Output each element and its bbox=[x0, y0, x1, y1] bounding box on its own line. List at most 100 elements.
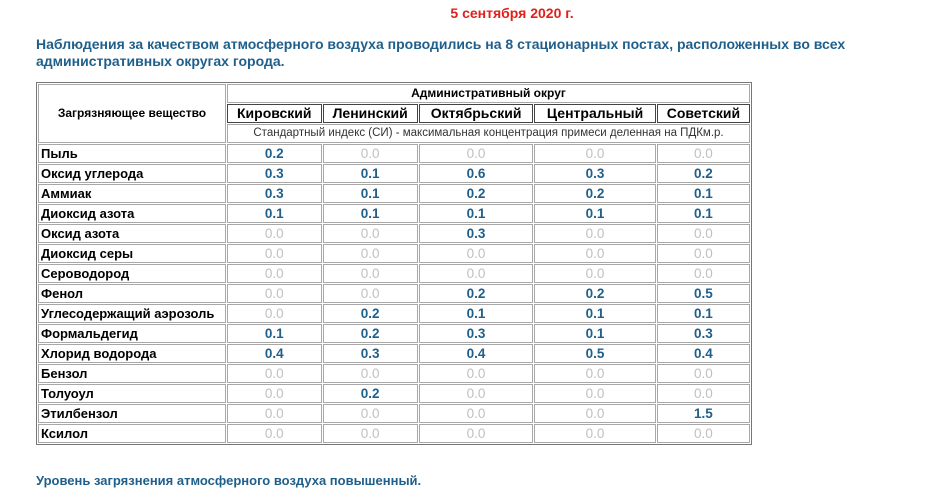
index-value: 0.2 bbox=[656, 164, 750, 183]
substance-name: Формальдегид bbox=[38, 324, 226, 343]
index-value: 0.0 bbox=[534, 364, 656, 383]
index-value: 0.0 bbox=[418, 384, 534, 403]
index-value: 0.1 bbox=[534, 324, 656, 343]
index-value: 0.3 bbox=[227, 184, 322, 203]
district-header: Октябрьский bbox=[418, 104, 534, 123]
index-value: 0.0 bbox=[418, 264, 534, 283]
substance-name: Пыль bbox=[38, 144, 226, 163]
index-value: 0.0 bbox=[227, 244, 322, 263]
index-value: 0.6 bbox=[418, 164, 534, 183]
index-value: 0.0 bbox=[534, 404, 656, 423]
index-value: 0.0 bbox=[322, 404, 418, 423]
index-value: 0.0 bbox=[227, 224, 322, 243]
index-value: 0.0 bbox=[322, 364, 418, 383]
index-value: 0.0 bbox=[227, 264, 322, 283]
substance-name: Фенол bbox=[38, 284, 226, 303]
index-value: 0.1 bbox=[227, 324, 322, 343]
district-header: Кировский bbox=[227, 104, 322, 123]
index-value: 0.0 bbox=[656, 244, 750, 263]
index-value: 0.2 bbox=[534, 284, 656, 303]
index-value: 0.0 bbox=[418, 364, 534, 383]
index-value: 0.5 bbox=[656, 284, 750, 303]
table-row: Углесодержащий аэрозоль 0.0 0.2 0.1 0.1 0.1 bbox=[38, 304, 750, 323]
index-value: 0.5 bbox=[534, 344, 656, 363]
index-value: 0.2 bbox=[227, 144, 322, 163]
index-value: 0.3 bbox=[418, 324, 534, 343]
index-value: 0.4 bbox=[418, 344, 534, 363]
index-definition-note: Стандартный индекс (СИ) - максимальная к… bbox=[227, 124, 750, 143]
index-value: 0.2 bbox=[418, 184, 534, 203]
table-body: Пыль 0.2 0.0 0.0 0.0 0.0 Оксид углерода 0.3 0.1 0… bbox=[38, 144, 750, 443]
table-row: Этилбензол 0.0 0.0 0.0 0.0 1.5 bbox=[38, 404, 750, 423]
table-row: Диоксид серы 0.0 0.0 0.0 0.0 0.0 bbox=[38, 244, 750, 263]
table-row: Аммиак 0.3 0.1 0.2 0.2 0.1 bbox=[38, 184, 750, 203]
air-quality-table: Загрязняющее вещество Административный о… bbox=[36, 82, 752, 445]
table-row: Бензол 0.0 0.0 0.0 0.0 0.0 bbox=[38, 364, 750, 383]
district-group-header: Административный округ bbox=[227, 84, 750, 103]
table-row: Диоксид азота 0.1 0.1 0.1 0.1 0.1 bbox=[38, 204, 750, 223]
index-value: 0.3 bbox=[656, 324, 750, 343]
index-value: 0.0 bbox=[322, 264, 418, 283]
table-row: Хлорид водорода 0.4 0.3 0.4 0.5 0.4 bbox=[38, 344, 750, 363]
index-value: 0.2 bbox=[418, 284, 534, 303]
table-row: Оксид углерода 0.3 0.1 0.6 0.3 0.2 bbox=[38, 164, 750, 183]
index-value: 0.0 bbox=[534, 384, 656, 403]
pollution-level-summary: Уровень загрязнения атмосферного воздуха… bbox=[36, 473, 422, 488]
district-header-row: Кировский Ленинский Октябрьский Централь… bbox=[38, 104, 750, 123]
report-date: 5 сентября 2020 г. bbox=[450, 5, 574, 21]
index-value: 0.0 bbox=[418, 424, 534, 443]
index-value: 0.2 bbox=[322, 384, 418, 403]
index-value: 0.3 bbox=[418, 224, 534, 243]
index-value: 0.0 bbox=[322, 144, 418, 163]
index-value: 0.1 bbox=[227, 204, 322, 223]
district-header: Центральный bbox=[534, 104, 656, 123]
index-value: 0.0 bbox=[656, 264, 750, 283]
index-value: 0.0 bbox=[227, 304, 322, 323]
intro-text: Наблюдения за качеством атмосферного воз… bbox=[36, 36, 846, 69]
substance-name: Этилбензол bbox=[38, 404, 226, 423]
index-value: 0.1 bbox=[322, 164, 418, 183]
index-value: 0.0 bbox=[227, 404, 322, 423]
index-value: 0.1 bbox=[534, 304, 656, 323]
table-row: Ксилол 0.0 0.0 0.0 0.0 0.0 bbox=[38, 424, 750, 443]
index-value: 0.2 bbox=[322, 304, 418, 323]
index-value: 0.3 bbox=[322, 344, 418, 363]
district-header: Ленинский bbox=[322, 104, 418, 123]
substance-name: Углесодержащий аэрозоль bbox=[38, 304, 226, 323]
index-value: 0.0 bbox=[534, 144, 656, 163]
index-value: 0.0 bbox=[534, 244, 656, 263]
index-value: 0.1 bbox=[534, 204, 656, 223]
index-value: 0.0 bbox=[534, 264, 656, 283]
index-value: 0.1 bbox=[418, 204, 534, 223]
substance-name: Оксид углерода bbox=[38, 164, 226, 183]
index-value: 0.0 bbox=[322, 424, 418, 443]
index-value: 0.0 bbox=[227, 384, 322, 403]
index-value: 0.4 bbox=[656, 344, 750, 363]
index-value: 0.0 bbox=[227, 284, 322, 303]
index-value: 0.0 bbox=[418, 144, 534, 163]
table-row: Пыль 0.2 0.0 0.0 0.0 0.0 bbox=[38, 144, 750, 163]
index-value: 0.1 bbox=[322, 184, 418, 203]
table-row: Оксид азота 0.0 0.0 0.3 0.0 0.0 bbox=[38, 224, 750, 243]
table-row: Сероводород 0.0 0.0 0.0 0.0 0.0 bbox=[38, 264, 750, 283]
index-value: 0.4 bbox=[227, 344, 322, 363]
district-header: Советский bbox=[656, 104, 750, 123]
substance-name: Толуоул bbox=[38, 384, 226, 403]
index-value: 0.1 bbox=[418, 304, 534, 323]
index-value: 0.0 bbox=[418, 404, 534, 423]
index-value: 0.0 bbox=[227, 424, 322, 443]
index-value: 0.1 bbox=[656, 304, 750, 323]
substance-name: Сероводород bbox=[38, 264, 226, 283]
index-value: 0.2 bbox=[322, 324, 418, 343]
substance-name: Ксилол bbox=[38, 424, 226, 443]
index-value: 0.2 bbox=[534, 184, 656, 203]
substance-name: Бензол bbox=[38, 364, 226, 383]
index-value: 0.3 bbox=[534, 164, 656, 183]
index-value: 0.1 bbox=[322, 204, 418, 223]
index-value: 0.1 bbox=[656, 184, 750, 203]
index-value: 0.0 bbox=[227, 364, 322, 383]
table-row: Фенол 0.0 0.0 0.2 0.2 0.5 bbox=[38, 284, 750, 303]
substance-name: Диоксид серы bbox=[38, 244, 226, 263]
index-value: 0.0 bbox=[656, 424, 750, 443]
substance-column-header: Загрязняющее вещество bbox=[38, 84, 226, 143]
